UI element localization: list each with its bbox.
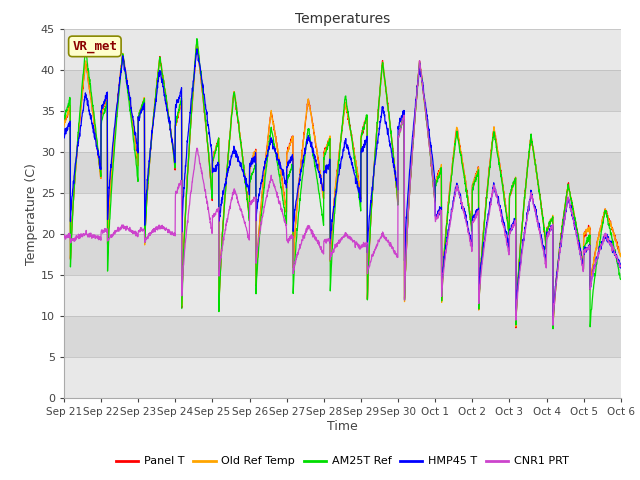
X-axis label: Time: Time xyxy=(327,420,358,433)
Bar xyxy=(64,357,621,398)
Title: Temperatures: Temperatures xyxy=(295,12,390,26)
Legend: Panel T, Old Ref Temp, AM25T Ref, HMP45 T, CNR1 PRT: Panel T, Old Ref Temp, AM25T Ref, HMP45 … xyxy=(112,452,573,471)
Bar xyxy=(64,111,621,152)
Bar xyxy=(64,193,621,234)
Bar xyxy=(64,152,621,193)
Bar xyxy=(64,29,621,70)
Bar xyxy=(64,70,621,111)
Y-axis label: Temperature (C): Temperature (C) xyxy=(25,163,38,264)
Bar xyxy=(64,234,621,275)
Text: VR_met: VR_met xyxy=(72,40,117,53)
Bar xyxy=(64,316,621,357)
Bar xyxy=(64,275,621,316)
